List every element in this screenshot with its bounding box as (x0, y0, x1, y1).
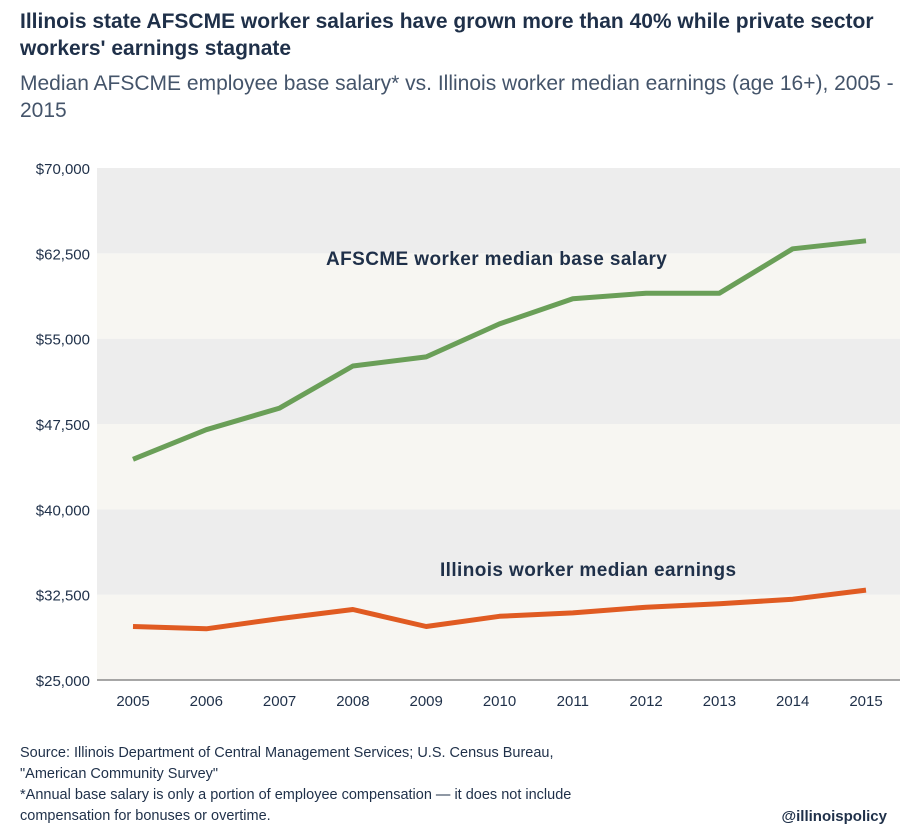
y-tick-label: $55,000 (36, 332, 90, 349)
y-axis-ticks: $25,000 $32,500 $40,000 $47,500 $55,000 $62,5… (36, 161, 90, 690)
grid-band (97, 338, 900, 424)
y-tick-label: $62,500 (36, 246, 90, 263)
grid-band (97, 168, 900, 254)
x-tick-label: 2013 (703, 693, 736, 710)
source-line: "American Community Survey" (20, 766, 219, 782)
x-tick-label: 2007 (263, 693, 296, 710)
x-axis-ticks: 2005 2006 2007 2008 2009 2010 2011 2012 2013 2014… (116, 693, 882, 710)
y-tick-label: $40,000 (36, 502, 90, 519)
grid-band (97, 594, 900, 680)
x-tick-label: 2011 (557, 693, 589, 710)
line-chart: $25,000 $32,500 $40,000 $47,500 $55,000 $62,5… (36, 161, 900, 710)
footnote-line: compensation for bonuses or overtime. (20, 808, 271, 824)
x-tick-label: 2014 (776, 693, 809, 710)
y-tick-label: $32,500 (36, 588, 90, 605)
series-line-illinois (132, 587, 867, 632)
x-tick-label: 2010 (483, 693, 516, 710)
y-tick-label: $25,000 (36, 673, 90, 690)
series-label-illinois: Illinois worker median earnings (440, 560, 736, 581)
x-tick-label: 2008 (336, 693, 369, 710)
source-note: Source: Illinois Department of Central M… (20, 743, 740, 827)
series-label-afscme: AFSCME worker median base salary (326, 249, 667, 270)
grid-band (97, 424, 900, 510)
source-line: Source: Illinois Department of Central M… (20, 745, 554, 761)
y-tick-label: $70,000 (36, 161, 90, 178)
series-line-afscme (132, 238, 867, 462)
brand-handle: @illinoispolicy (781, 808, 887, 825)
footnote-line: *Annual base salary is only a portion of… (20, 787, 572, 803)
chart-subtitle: Median AFSCME employee base salary* vs. … (20, 72, 894, 122)
x-tick-label: 2015 (849, 693, 882, 710)
x-tick-label: 2006 (190, 693, 223, 710)
x-tick-label: 2012 (629, 693, 662, 710)
y-tick-label: $47,500 (36, 417, 90, 434)
background-bands (97, 168, 900, 680)
chart-title: Illinois state AFSCME worker salaries ha… (20, 10, 874, 60)
x-tick-label: 2009 (410, 693, 443, 710)
grid-band (97, 509, 900, 595)
x-tick-label: 2005 (116, 693, 149, 710)
series-lines (132, 238, 867, 632)
